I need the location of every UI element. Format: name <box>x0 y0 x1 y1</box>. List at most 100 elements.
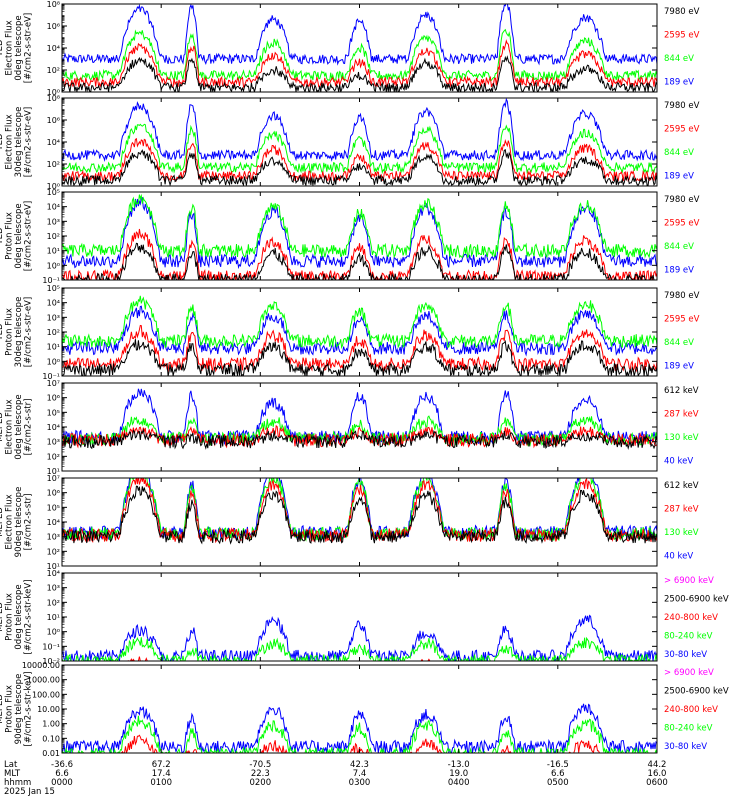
y-tick-label: 10.00 <box>37 705 60 714</box>
y-axis-label-line: Electron Flux <box>4 494 14 549</box>
legend-entry: 287 keV <box>664 505 699 515</box>
y-axis-label: MEPEDElectron Flux0deg telescope[#/cm2-s… <box>0 394 33 459</box>
series-line-3 <box>62 193 657 259</box>
x-tick-label-hhmm: 0500 <box>547 778 569 788</box>
x-tick-label-hhmm: 0000 <box>51 778 73 788</box>
y-tick-label: 10⁰ <box>47 261 60 270</box>
y-tick-label: 0.10 <box>42 734 60 743</box>
y-tick-label: 10⁶ <box>47 116 60 125</box>
panel-frame <box>61 664 658 754</box>
legend-entry: 40 keV <box>664 457 693 467</box>
y-axis-label-line: 0deg telescope <box>14 203 24 268</box>
series-line-2 <box>62 39 657 89</box>
y-axis-label-line: MEPED <box>0 602 5 632</box>
y-tick-label: 10⁻¹ <box>42 642 60 651</box>
y-axis-label-line: MEPED <box>0 694 5 724</box>
x-tick-label-hhmm: 0600 <box>646 778 668 788</box>
y-tick-label: 10⁰ <box>47 628 60 637</box>
y-axis-label-line: MEPED <box>0 507 5 537</box>
y-axis-label: TEDElectron Flux30deg telescope[#/cm2-s-… <box>0 107 33 178</box>
x-tick-label-lat: -70.5 <box>249 760 271 770</box>
y-tick-label: 10³ <box>47 584 60 593</box>
legend-entry: 240-800 keV <box>664 705 718 715</box>
x-tick-label-lat: -36.6 <box>51 760 73 770</box>
series-group <box>62 614 657 661</box>
series-line-3 <box>62 123 657 175</box>
legend-entry: 80-240 keV <box>664 724 713 734</box>
y-tick-label: 10² <box>47 598 60 607</box>
y-axis-label: TEDElectron Flux0deg telescope[#/cm2-s-s… <box>0 13 33 83</box>
x-row-label: MLT <box>4 769 21 779</box>
y-tick-label: 10000.00 <box>22 661 60 670</box>
x-tick-label-mlt: 22.3 <box>251 769 270 779</box>
series-line-5 <box>62 614 657 661</box>
panel-2: 10⁰ 10² 10⁴ 10⁶ 10⁸ TEDElectron Flux30deg tel… <box>0 94 700 191</box>
y-tick-label: 1.00 <box>42 720 60 729</box>
y-tick-label: 1000.00 <box>27 676 60 685</box>
x-tick-label-mlt: 17.4 <box>152 769 171 779</box>
legend-entry: 7980 eV <box>664 7 700 17</box>
y-tick-label: 10⁴ <box>47 138 60 147</box>
x-tick-label-lat: -16.5 <box>547 760 569 770</box>
x-row-label: hhmm <box>4 778 31 788</box>
legend-entry: 2500-6900 keV <box>664 687 729 697</box>
y-axis-label-line: Electron Flux <box>4 399 14 454</box>
x-tick-label-lat: 67.2 <box>152 760 171 770</box>
y-tick-label: 10¹ <box>47 343 60 352</box>
series-line-4 <box>62 98 657 163</box>
y-axis-label-line: 90deg telescope <box>14 674 24 745</box>
legend-entry: 844 eV <box>664 54 694 64</box>
y-tick-label: 10² <box>47 66 60 75</box>
series-line-1 <box>62 242 657 280</box>
y-axis-label-line: [#/cm2-s-str-eV] <box>23 13 33 83</box>
legend-entry: 844 eV <box>664 242 694 252</box>
x-tick-label-hhmm: 0200 <box>249 778 271 788</box>
y-tick-label: 10³ <box>47 533 60 542</box>
y-tick-label: 10⁻² <box>42 657 60 666</box>
y-axis-label-line: TED <box>0 323 5 342</box>
y-tick-label: 10⁶ <box>47 489 60 498</box>
legend-entry: 130 keV <box>664 433 699 443</box>
y-tick-label: 10⁴ <box>47 203 60 212</box>
y-tick-label: 10⁴ <box>47 44 60 53</box>
y-axis-label-line: [#/cm2-s-str-eV] <box>23 297 33 367</box>
y-tick-label: 10⁰ <box>47 182 60 191</box>
legend-entry: 240-800 keV <box>664 613 718 623</box>
y-axis-label-line: MEPED <box>0 412 5 442</box>
y-tick-label: 10² <box>47 328 60 337</box>
series-group <box>62 478 657 545</box>
y-axis-label-line: Electron Flux <box>4 20 14 75</box>
legend-entry: > 6900 keV <box>664 668 714 678</box>
legend-entry: 2595 eV <box>664 125 700 135</box>
y-tick-label: 10⁵ <box>47 503 60 512</box>
y-tick-label: 10⁸ <box>47 0 60 9</box>
legend-entry: 40 keV <box>664 552 693 562</box>
y-axis-label-line: TED <box>0 227 5 246</box>
y-tick-label: 10¹ <box>47 613 60 622</box>
series-group <box>62 388 657 451</box>
legend-entry: 189 eV <box>664 172 694 182</box>
y-tick-label: 10⁻¹ <box>42 276 60 285</box>
series-line-4 <box>62 4 657 66</box>
y-tick-label: 10⁴ <box>47 299 60 308</box>
legend-entry: 7980 eV <box>664 195 700 205</box>
y-tick-label: 10⁵ <box>47 284 60 293</box>
panel-7: 10⁻² 10⁻¹ 10⁰ 10¹ 10² 10³ 10⁴ MEPEDProton Flux0… <box>0 569 729 666</box>
y-tick-label: 10⁵ <box>47 188 60 197</box>
series-group <box>62 295 657 376</box>
legend-entry: 130 keV <box>664 528 699 538</box>
y-tick-label: 10⁴ <box>47 423 60 432</box>
legend-entry: 189 eV <box>664 362 694 372</box>
legend-entry: 612 keV <box>664 481 699 491</box>
panel-4: 10⁻¹ 10⁰ 10¹ 10² 10³ 10⁴ 10⁵ TEDProton Flux30de… <box>0 284 700 381</box>
panel-1: 10⁰ 10² 10⁴ 10⁶ 10⁸ TEDElectron Flux0deg tele… <box>0 0 700 97</box>
y-tick-label: 10⁰ <box>47 357 60 366</box>
series-line-3 <box>62 295 657 350</box>
y-axis-label-line: TED <box>0 133 5 152</box>
legend-entry: 844 eV <box>664 338 694 348</box>
panel-3: 10⁻¹ 10⁰ 10¹ 10² 10³ 10⁴ 10⁵ TEDProton Flux0deg… <box>0 188 700 285</box>
y-tick-label: 10¹ <box>47 247 60 256</box>
x-tick-label-lat: -13.0 <box>448 760 470 770</box>
x-tick-label-mlt: 19.0 <box>449 769 468 779</box>
